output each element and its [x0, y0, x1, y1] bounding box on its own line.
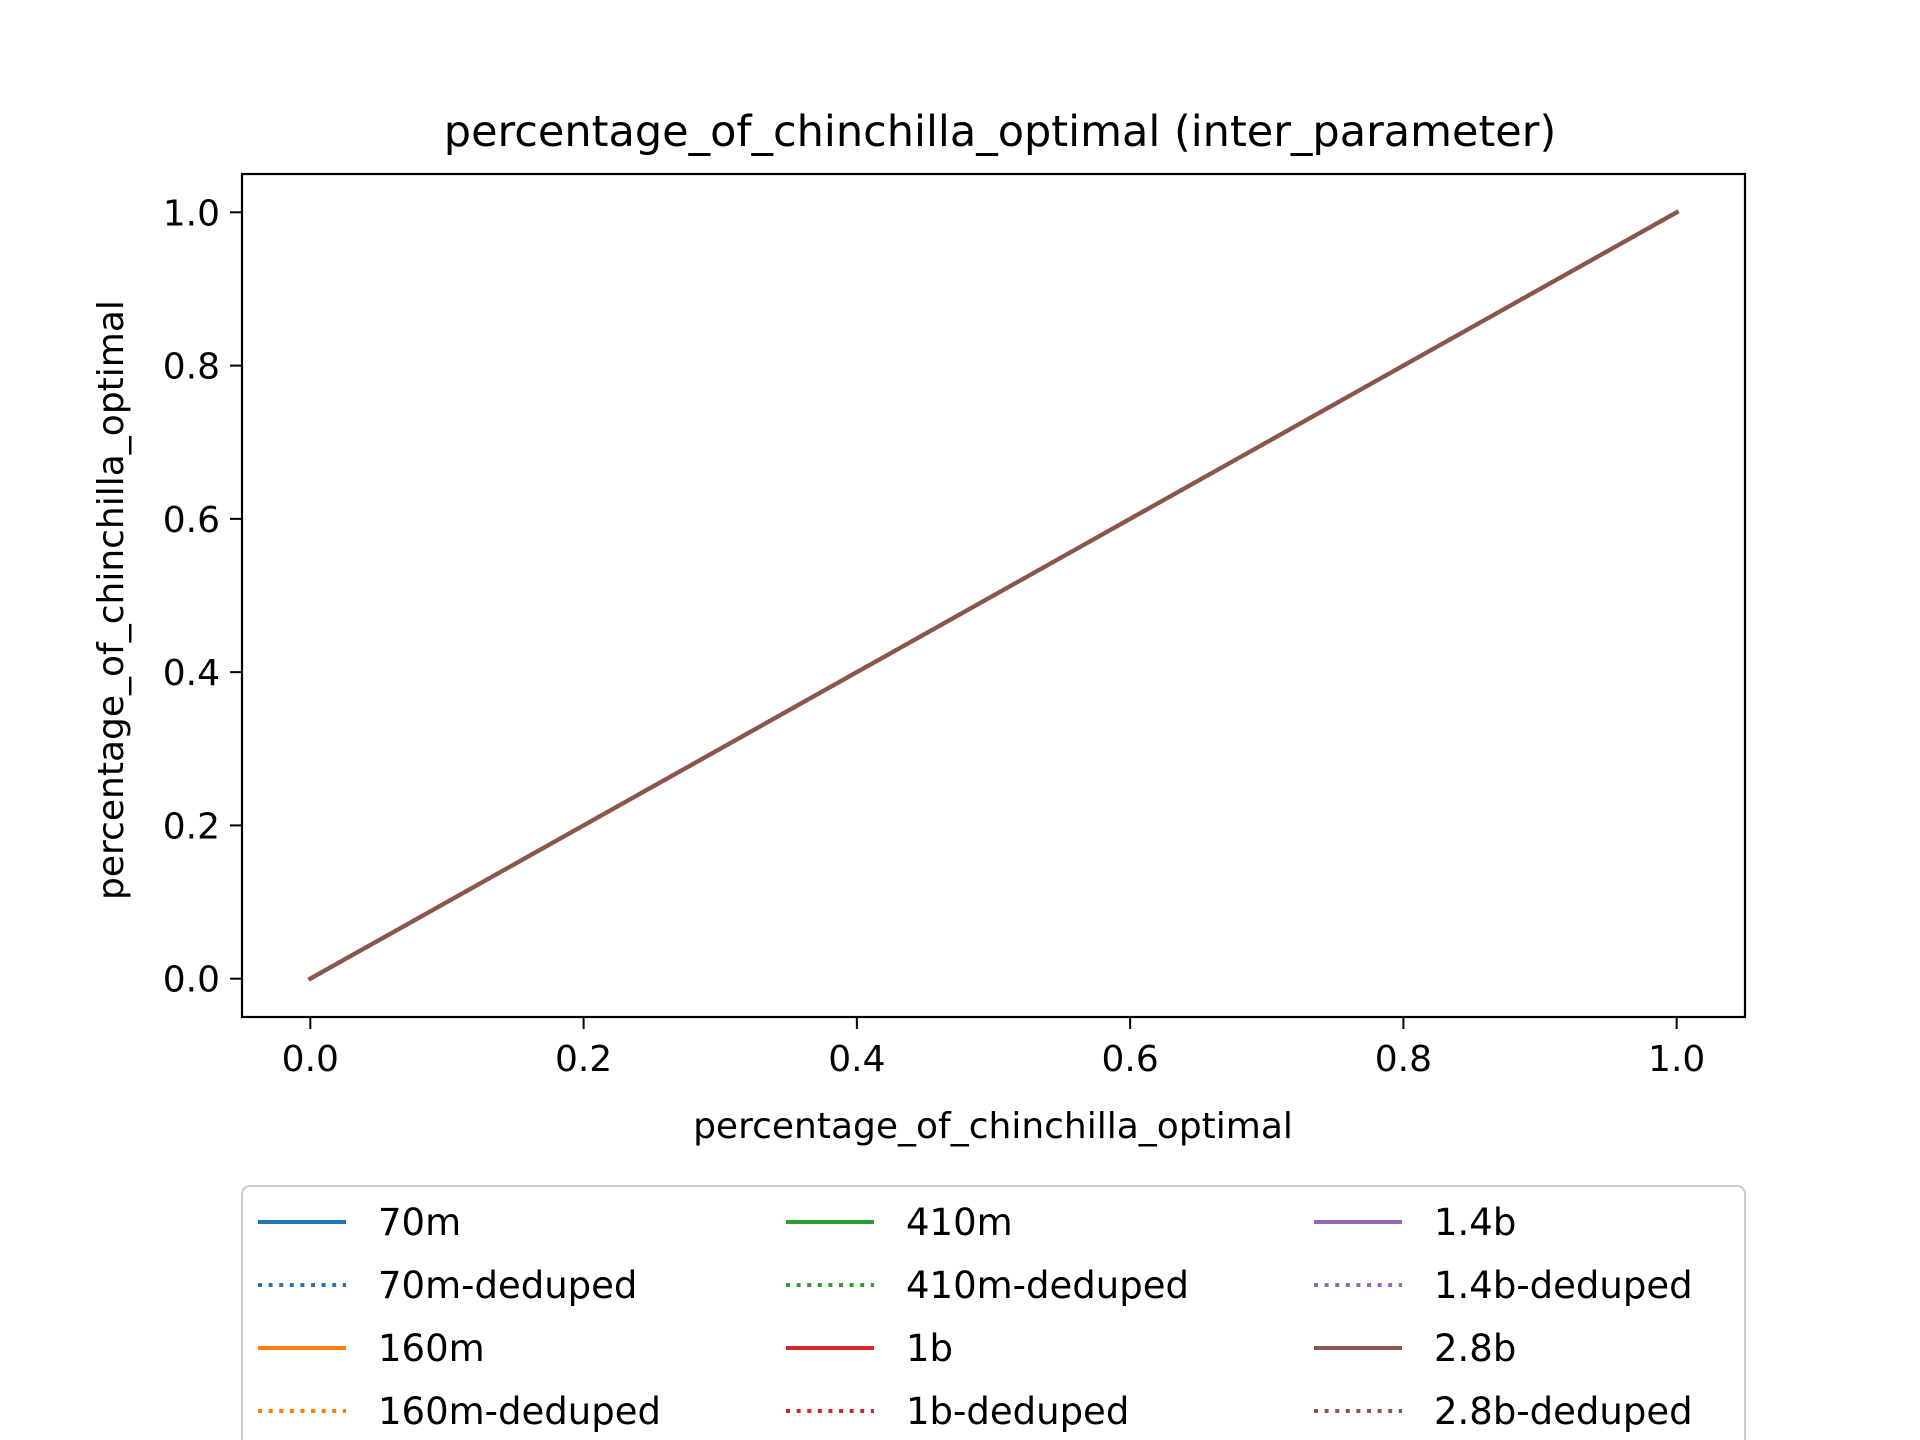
chart-title: percentage_of_chinchilla_optimal (inter_… — [444, 107, 1556, 157]
x-tick-label: 0.8 — [1375, 1039, 1432, 1080]
legend-label: 70m — [378, 1201, 461, 1244]
y-tick-label: 0.6 — [163, 500, 220, 541]
x-tick-label: 0.0 — [282, 1039, 339, 1080]
legend-label: 2.8b-deduped — [1434, 1390, 1693, 1433]
legend-label: 160m-deduped — [378, 1390, 661, 1433]
x-tick-label: 0.6 — [1102, 1039, 1159, 1080]
y-tick-label: 0.4 — [163, 653, 220, 694]
y-tick-label: 1.0 — [163, 193, 220, 234]
y-axis: 0.0 0.2 0.4 0.6 0.8 1.0 — [163, 193, 242, 1001]
legend-label: 1b — [906, 1327, 953, 1370]
y-axis-label: percentage_of_chinchilla_optimal — [91, 300, 132, 900]
legend-label: 410m-deduped — [906, 1264, 1189, 1307]
x-tick-label: 0.2 — [555, 1039, 612, 1080]
y-tick-label: 0.0 — [163, 960, 220, 1001]
legend-items: 70m 70m-deduped 160m 160m-deduped 410m 410m-d… — [258, 1201, 1693, 1433]
x-axis: 0.0 0.2 0.4 0.6 0.8 1.0 — [282, 1017, 1705, 1080]
x-tick-label: 0.4 — [828, 1039, 885, 1080]
x-tick-label: 1.0 — [1648, 1039, 1705, 1080]
x-axis-label: percentage_of_chinchilla_optimal — [693, 1106, 1293, 1147]
series-layer — [307, 209, 1680, 982]
legend: 70m 70m-deduped 160m 160m-deduped 410m 410m-d… — [241, 1185, 1746, 1440]
legend-label: 1.4b — [1434, 1201, 1516, 1244]
legend-label: 2.8b — [1434, 1327, 1516, 1370]
legend-label: 1b-deduped — [906, 1390, 1129, 1433]
legend-label: 410m — [906, 1201, 1013, 1244]
legend-label: 1.4b-deduped — [1434, 1264, 1693, 1307]
legend-label: 70m-deduped — [378, 1264, 637, 1307]
series-line-2.8b-deduped — [309, 210, 1678, 981]
legend-frame — [241, 1185, 1746, 1440]
plot-frame — [240, 172, 1747, 1019]
legend-label: 160m — [378, 1327, 485, 1370]
y-tick-label: 0.2 — [163, 806, 220, 847]
y-tick-label: 0.8 — [163, 347, 220, 388]
